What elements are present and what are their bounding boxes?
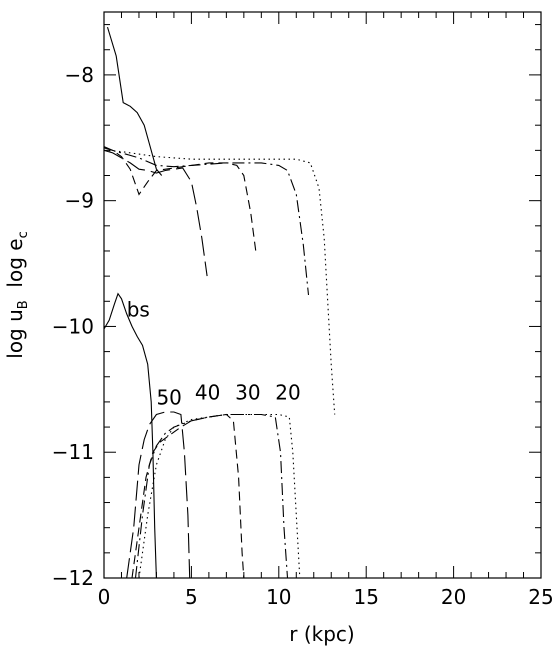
x-tick-label: 5: [185, 585, 198, 609]
x-tick-label: 25: [528, 585, 553, 609]
y-axis-label-sub-1: B: [16, 300, 31, 309]
x-tick-label: 0: [98, 585, 111, 609]
annotation-bs: bs: [127, 297, 150, 321]
series-line-lower-long-dash: [126, 411, 191, 579]
axis-tick-labels: 0 5 10 15 20 25 −8 −9 −10 −11 −12: [52, 63, 554, 609]
annotation-20: 20: [275, 380, 300, 404]
x-tick-label: 15: [353, 585, 378, 609]
chart-series: [103, 26, 336, 579]
annotation-50: 50: [156, 385, 181, 409]
plot-frame: [103, 11, 542, 579]
x-tick-label: 10: [266, 585, 291, 609]
annotation-40: 40: [195, 380, 220, 404]
series-line-upper-short-dash: [103, 147, 257, 254]
series-line-lower-dash-dot: [134, 413, 289, 579]
annotation-30: 30: [235, 380, 260, 404]
series-line-upper-long-dash: [103, 149, 208, 277]
y-tick-label: −10: [52, 314, 94, 338]
series-line-lower-short-dash: [131, 413, 245, 579]
axis-ticks: [103, 12, 542, 579]
series-line-lower-solid: [103, 292, 157, 579]
y-tick-label: −12: [52, 566, 94, 590]
chart-annotations: bs 50 40 30 20: [127, 297, 301, 409]
x-tick-label: 20: [441, 585, 466, 609]
y-tick-label: −11: [52, 440, 94, 464]
y-axis-label: log uB log ec: [3, 231, 31, 358]
series-line-upper-solid: [106, 26, 163, 176]
series-line-upper-dotted: [103, 149, 336, 415]
y-tick-label: −8: [65, 63, 94, 87]
y-axis-label-part-2: log e: [3, 238, 27, 300]
y-tick-label: −9: [65, 189, 94, 213]
series-line-upper-dash-dot: [103, 146, 310, 296]
series-line-lower-dotted: [138, 413, 301, 579]
x-axis-label: r (kpc): [289, 622, 354, 646]
y-axis-label-part-1: log u: [3, 309, 27, 359]
y-axis-label-sub-2: c: [16, 231, 31, 238]
